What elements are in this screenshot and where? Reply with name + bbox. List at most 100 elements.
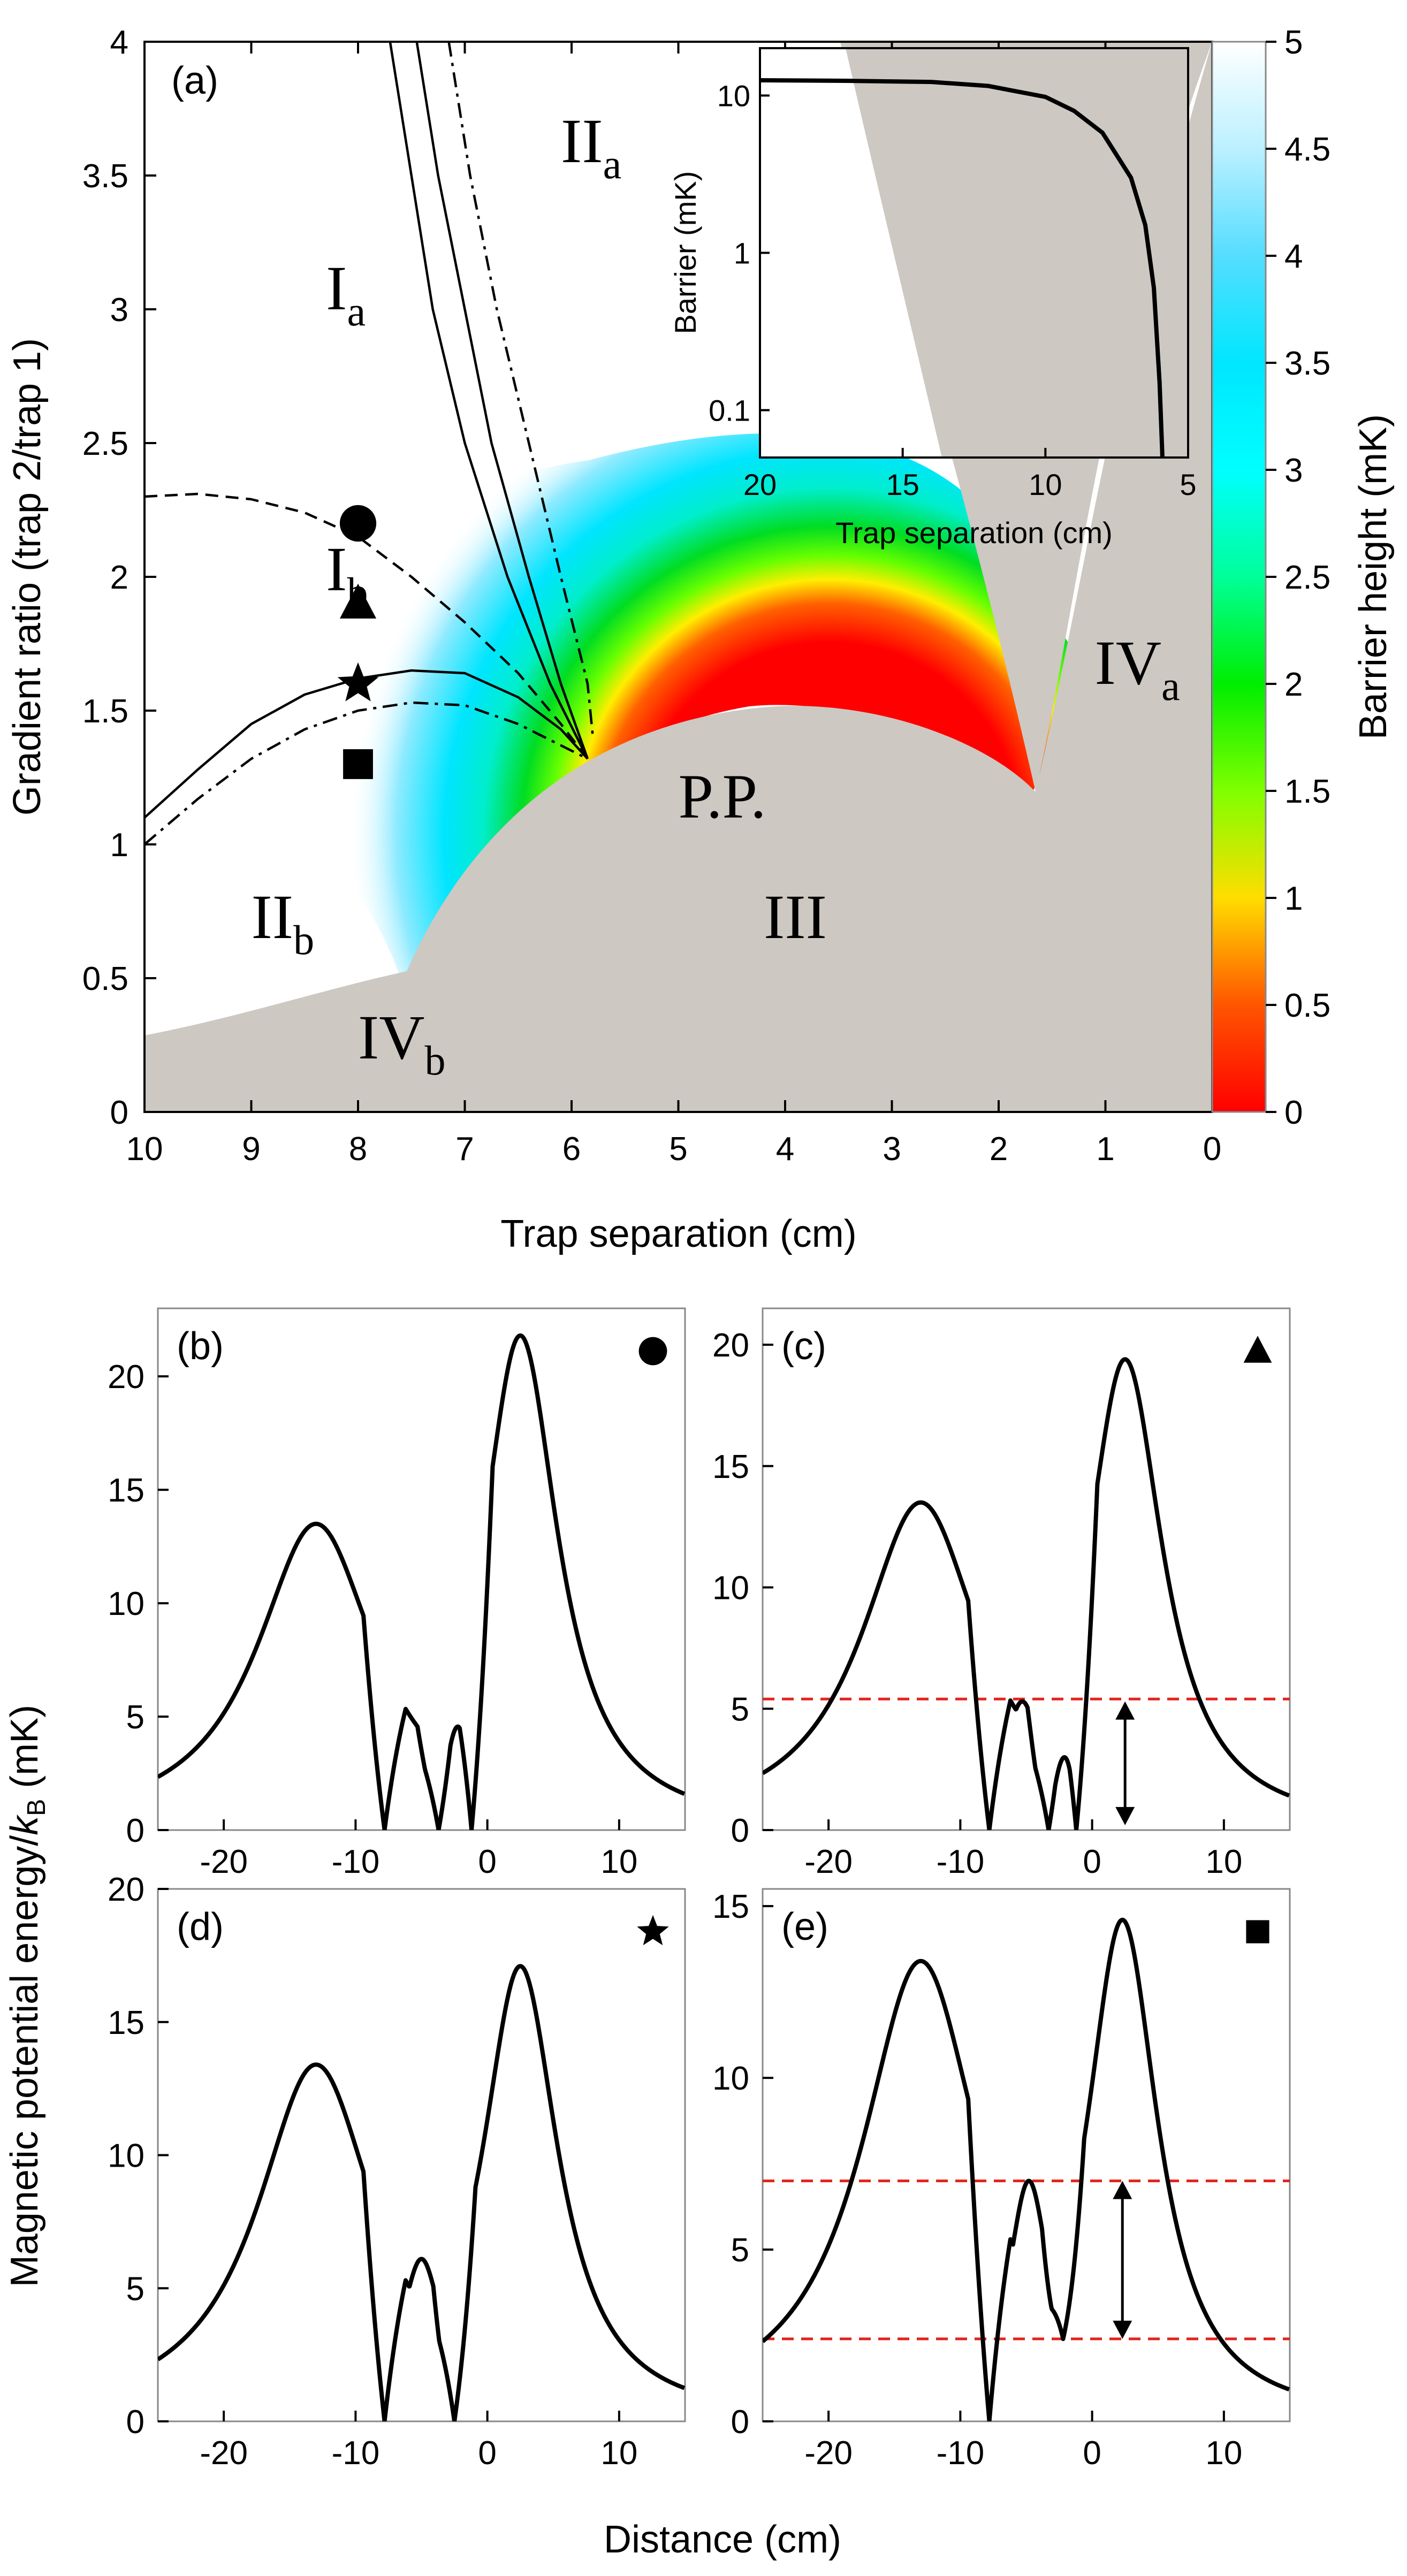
panel-c-arrow-head-down: [1115, 1807, 1135, 1825]
panel-a-xtick-label: 2: [990, 1131, 1008, 1168]
panel-b-xtick-label: 0: [478, 1843, 496, 1880]
panel-e-ytick-label: 10: [712, 2060, 749, 2097]
region-label-main: P.P.: [679, 761, 766, 832]
colorbar-tick-label: 0: [1284, 1094, 1303, 1131]
panel-e: -20 -10 0 10 0 5 10 15 (e): [712, 1888, 1291, 2472]
panel-a-ytick-label: 3.5: [82, 158, 128, 195]
panel-d-ytick-label: 20: [108, 1871, 144, 1908]
panel-b-ytick-label: 15: [108, 1472, 144, 1509]
marker-triangle-icon: [339, 583, 377, 619]
barrier-band: [300, 433, 1081, 1001]
panel-d-ytick-label: 5: [126, 2270, 144, 2307]
panel-a-markers: [337, 505, 379, 779]
panel-c-potential-curve: [763, 1357, 1290, 1830]
region-label: IVa: [1095, 628, 1180, 709]
panel-e-arrow-head-up: [1113, 2181, 1132, 2199]
panel-a-ytick-label: 0.5: [82, 961, 128, 997]
panel-a-xtick-label: 7: [455, 1131, 474, 1168]
region-label: IVb: [358, 1002, 446, 1084]
colorbar-tick-label: 2: [1284, 666, 1303, 703]
marker-star-icon: [337, 662, 379, 702]
panel-d-xtick-label: 0: [478, 2435, 496, 2472]
colorbar-tick-label: 2.5: [1284, 559, 1330, 596]
panel-e-ytick-label: 0: [731, 2404, 749, 2441]
boundary-curve-solid-upper-b: [415, 42, 589, 759]
colorbar-label: Barrier height (mK): [1352, 414, 1395, 740]
panel-a-ytick-label: 4: [110, 24, 128, 61]
panel-a-xtick-label: 5: [669, 1131, 687, 1168]
bottom-ylabel-unit: (mK): [3, 1705, 46, 1799]
panel-c-ytick-label: 20: [712, 1327, 749, 1364]
region-label-main: II: [252, 882, 294, 952]
panel-a-ytick-label: 2: [110, 559, 128, 596]
panel-e-xtick-label: 10: [1205, 2435, 1242, 2472]
colorbar-tick-label: 1.5: [1284, 773, 1330, 810]
panel-a-xtick-label: 10: [126, 1131, 163, 1168]
region-label-sub: a: [347, 288, 366, 334]
panel-d-frame: [157, 1888, 686, 2422]
gray-region-lower: [144, 42, 1212, 1112]
panel-a-axes: 10 9 8 7 6 5 4 3 2 1 000.511.522.533.54: [82, 24, 1221, 1168]
inset-gray-region: [846, 48, 1188, 458]
panel-a-ytick-label: 1.5: [82, 693, 128, 730]
panel-e-marker-square-icon: [1246, 1920, 1269, 1944]
region-label-sub: b: [425, 1037, 446, 1084]
panel-e-xtick-label: -10: [937, 2435, 985, 2472]
region-label-main: I: [326, 534, 347, 604]
colorbar-tick-label: 4.5: [1284, 131, 1330, 168]
colorbar-tick-label: 4: [1284, 238, 1303, 275]
panel-d-xtick-label: -10: [332, 2435, 380, 2472]
region-label: IIb: [252, 882, 315, 963]
panel-c-ytick-label: 0: [731, 1812, 749, 1849]
colorbar: [1211, 41, 1267, 1113]
panel-b-ytick-label: 10: [108, 1586, 144, 1622]
panel-a-xtick-label: 0: [1203, 1131, 1221, 1168]
panel-b-frame: [157, 1307, 686, 1831]
panel-b: -20 -10 0 10 0 5 10 15 20 (b): [108, 1307, 686, 1880]
panel-c-ytick-label: 5: [731, 1691, 749, 1728]
panel-b-label: (b): [177, 1325, 224, 1368]
boundary-curve-dashed: [144, 492, 589, 760]
panel-e-ytick-label: 5: [731, 2232, 749, 2269]
panel-e-arrow-head-down: [1113, 2320, 1132, 2339]
panel-c-xtick-label: 10: [1205, 1843, 1242, 1880]
panel-a-xtick-label: 6: [562, 1131, 581, 1168]
region-label-main: II: [561, 106, 603, 176]
bottom-ylabel-k: k: [3, 1814, 46, 1835]
region-label: III: [764, 882, 827, 952]
panel-a-xlabel: Trap separation (cm): [500, 1213, 857, 1255]
bottom-ylabel-main: Magnetic potential energy/: [3, 1835, 46, 2288]
inset-barrier-curve: [759, 78, 1165, 458]
panel-c-xtick-label: 0: [1083, 1843, 1101, 1880]
marker-square-icon: [343, 749, 373, 779]
colorbar-tick-label: 0.5: [1284, 987, 1330, 1024]
region-label: IIa: [561, 106, 621, 187]
colorbar-tick-label: 3.5: [1284, 345, 1330, 382]
panel-d-marker-star-icon: [637, 1915, 669, 1946]
colorbar-tick-label: 1: [1284, 880, 1303, 917]
inset-ytick-label: 10: [717, 79, 750, 113]
panel-e-xtick-label: -20: [804, 2435, 853, 2472]
panel-b-potential-curve: [158, 1333, 685, 1830]
region-label-sub: b: [293, 917, 314, 963]
panel-e-xtick-label: 0: [1083, 2435, 1101, 2472]
inset-ytick-label: 1: [734, 237, 750, 270]
panel-c-xtick-label: -10: [937, 1843, 985, 1880]
panel-d: -20 -10 0 10 0 5 10 15 20 (d): [108, 1871, 686, 2472]
region-label: Ia: [326, 253, 366, 334]
inset-xtick-label: 15: [886, 468, 919, 501]
boundary-curve-solid-upper-a: [389, 42, 589, 760]
panel-b-ytick-label: 20: [108, 1359, 144, 1396]
region-label-main: III: [764, 882, 827, 952]
panel-c-ytick-label: 15: [712, 1449, 749, 1485]
inset-ylabel: Barrier (mK): [668, 171, 702, 334]
inset-barrier-plot: 20 15 10 5 0.1 1 10 Trap separation (cm) Barri…: [668, 47, 1197, 550]
inset-xlabel: Trap separation (cm): [835, 516, 1113, 550]
region-label-main: IV: [358, 1002, 425, 1072]
panel-e-ytick-label: 15: [712, 1888, 749, 1925]
region-label-sub: a: [1161, 662, 1180, 709]
panel-a-ytick-label: 1: [110, 827, 128, 864]
panel-a-boundary-curves: [144, 42, 595, 845]
